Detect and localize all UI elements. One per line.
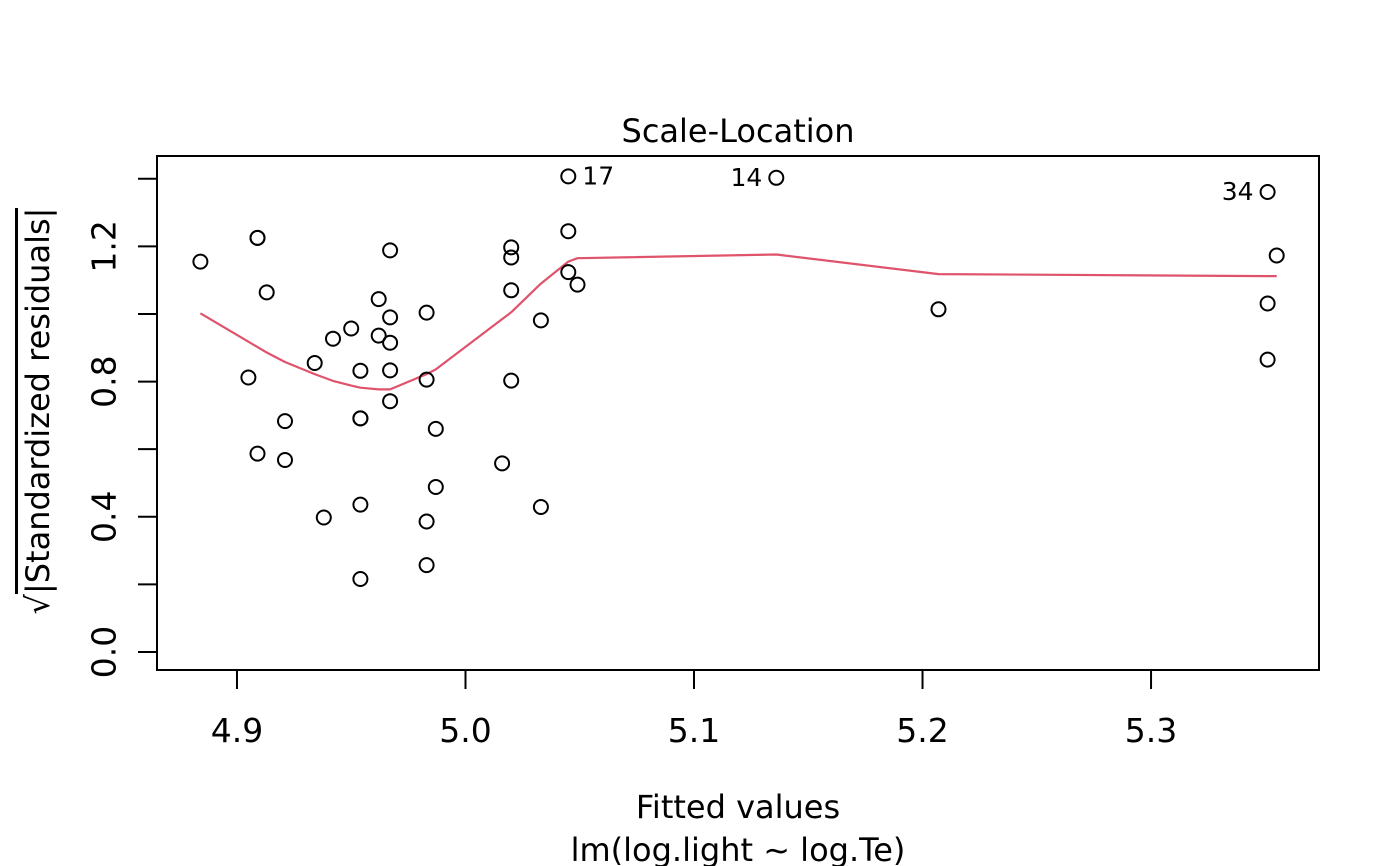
- data-point: [277, 413, 293, 430]
- plot-border: [156, 155, 1320, 671]
- data-point: [532, 312, 549, 329]
- data-point: [240, 369, 257, 386]
- data-point: [370, 291, 387, 308]
- y-axis-tick-label: 0.4: [85, 491, 124, 543]
- data-point: [192, 253, 209, 270]
- data-point: [352, 571, 369, 587]
- data-point: [277, 452, 293, 468]
- data-point: [503, 282, 520, 299]
- data-point: [427, 420, 444, 437]
- x-axis-tick-label: 5.1: [668, 711, 720, 750]
- data-point: [382, 393, 399, 410]
- data-point: [930, 301, 947, 318]
- data-point: [503, 249, 520, 266]
- data-point: [1259, 184, 1276, 200]
- data-point: [249, 445, 266, 462]
- data-point: [560, 168, 577, 185]
- data-point: [418, 557, 435, 574]
- data-point: [418, 371, 435, 388]
- y-axis-tick-label: 0.8: [85, 355, 124, 407]
- data-point: [343, 320, 360, 337]
- x-axis-tick-label: 4.9: [211, 711, 263, 750]
- data-point: [1259, 351, 1276, 368]
- point-id-label: 14: [730, 163, 762, 192]
- y-axis-label-text: |Standardized residuals|: [15, 207, 57, 595]
- x-axis-tick-label: 5.3: [1125, 711, 1177, 750]
- data-point: [382, 242, 399, 259]
- model-formula-label: lm(log.light ~ log.Te): [570, 831, 906, 866]
- data-point: [352, 496, 369, 513]
- plot-title: Scale-Location: [621, 112, 855, 150]
- point-id-label: 34: [1222, 177, 1254, 206]
- data-point: [325, 330, 341, 347]
- point-id-label: 17: [582, 161, 614, 190]
- data-point: [1268, 247, 1285, 264]
- sqrt-symbol: √: [19, 594, 57, 615]
- data-point: [258, 284, 275, 301]
- data-point: [560, 264, 577, 281]
- data-point: [370, 327, 387, 344]
- data-point: [249, 229, 266, 246]
- x-axis-tick-label: 5.0: [439, 711, 491, 750]
- data-point: [494, 455, 511, 472]
- data-point: [569, 276, 586, 293]
- data-point: [503, 372, 520, 389]
- data-point: [768, 169, 785, 186]
- y-axis-tick-label: 1.2: [85, 220, 124, 272]
- data-point: [427, 479, 444, 495]
- data-point: [382, 309, 399, 326]
- y-axis-label: √|Standardized residuals|: [15, 61, 57, 761]
- y-axis-tick-label: 0.0: [85, 626, 124, 678]
- data-point: [1259, 295, 1276, 312]
- data-point: [315, 509, 332, 526]
- lowess-smooth-line: [199, 253, 1277, 391]
- data-point: [418, 304, 435, 321]
- data-point: [418, 513, 435, 530]
- data-point: [382, 334, 399, 351]
- data-point: [352, 410, 369, 427]
- data-point: [503, 239, 520, 256]
- data-point: [532, 499, 549, 515]
- data-point: [560, 223, 577, 240]
- data-point: [306, 355, 323, 371]
- data-point: [382, 362, 399, 379]
- x-axis-tick-label: 5.2: [896, 711, 948, 750]
- data-point: [352, 362, 369, 379]
- x-axis-label: Fitted values: [635, 788, 841, 826]
